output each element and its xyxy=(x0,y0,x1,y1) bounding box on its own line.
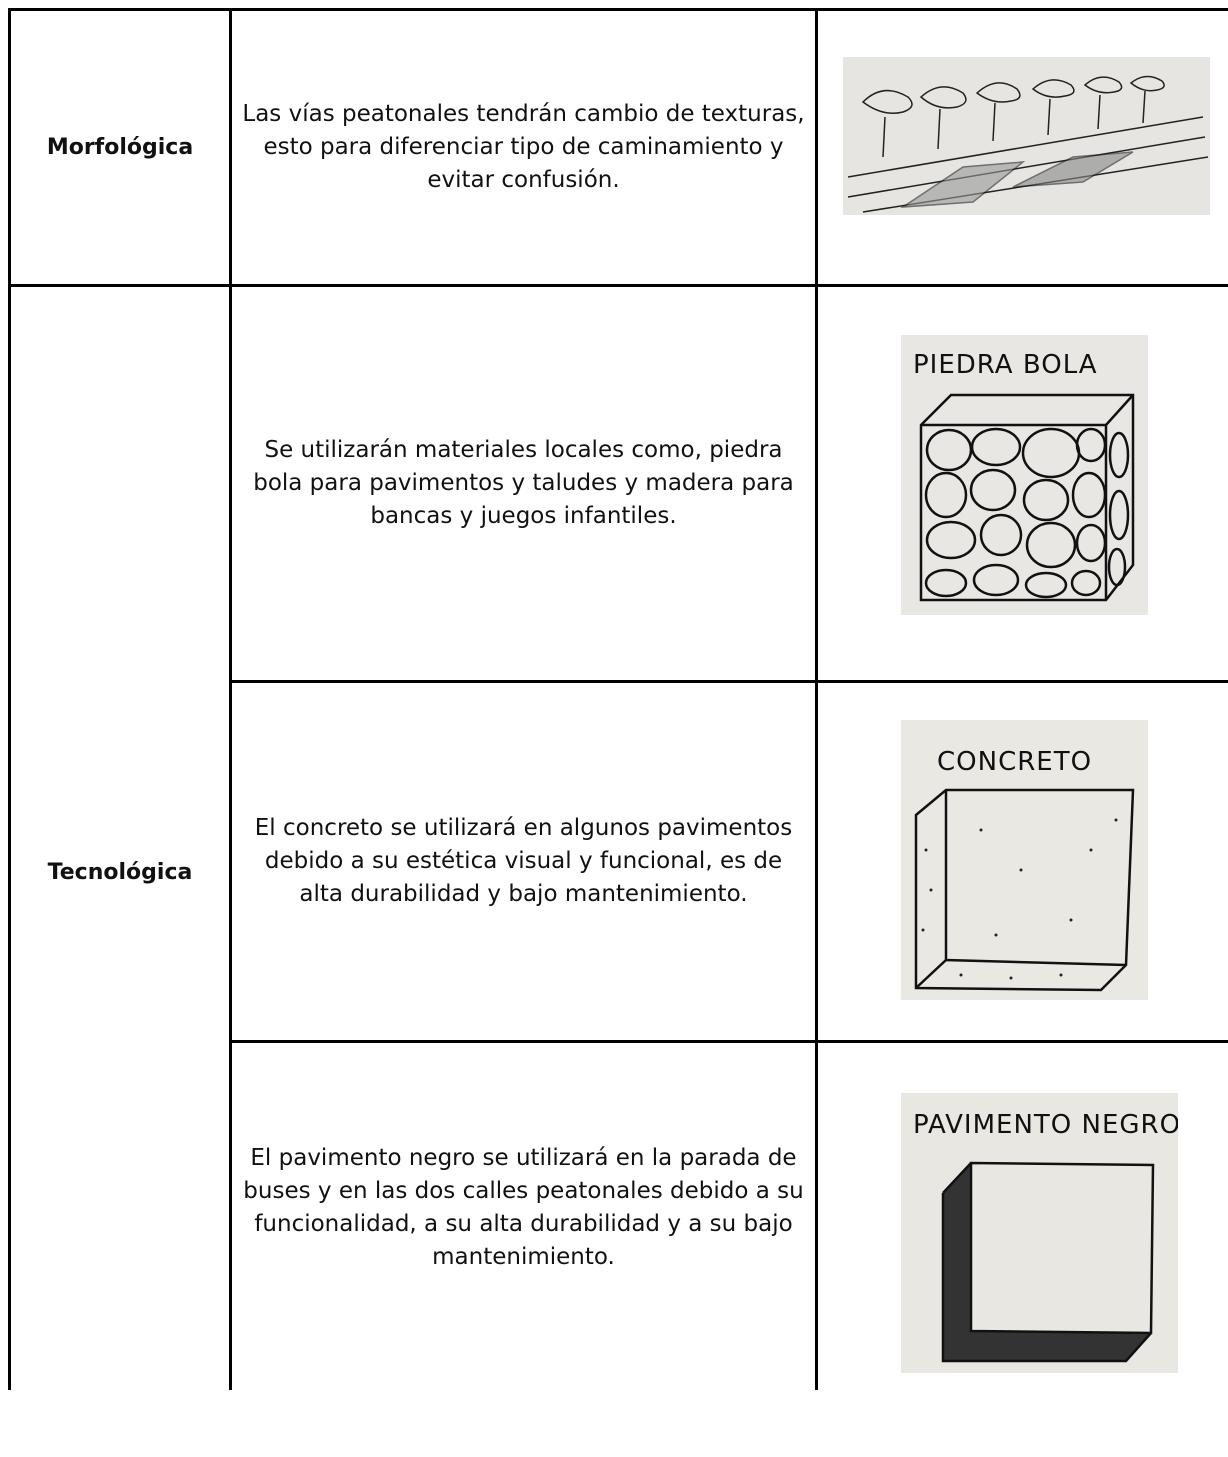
description: Se utilizarán materiales locales como, p… xyxy=(253,437,794,529)
border xyxy=(230,680,1228,683)
image-label: PAVIMENTO NEGRO xyxy=(913,1110,1178,1140)
stone-sketch: PIEDRA BOLA xyxy=(901,335,1148,615)
border xyxy=(8,8,11,1390)
description: Las vías peatonales tendrán cambio de te… xyxy=(242,101,805,193)
category: Morfológica xyxy=(46,135,194,160)
path-sketch xyxy=(843,57,1210,215)
border xyxy=(815,8,818,1390)
border xyxy=(8,284,1228,287)
border xyxy=(8,8,1228,11)
page: Morfológica Tecnológica Las vías peatona… xyxy=(8,8,1228,1390)
description: El concreto se utilizará en algunos pavi… xyxy=(254,815,793,907)
concrete-sketch: CONCRETO xyxy=(901,720,1148,1000)
image-label: CONCRETO xyxy=(937,747,1092,777)
border xyxy=(230,1040,1228,1043)
category: Tecnológica xyxy=(47,859,193,885)
image-label: PIEDRA BOLA xyxy=(913,350,1098,380)
border xyxy=(229,8,232,1390)
description: El pavimento negro se utilizará en la pa… xyxy=(243,1145,804,1270)
asphalt-sketch: PAVIMENTO NEGRO xyxy=(901,1093,1178,1373)
